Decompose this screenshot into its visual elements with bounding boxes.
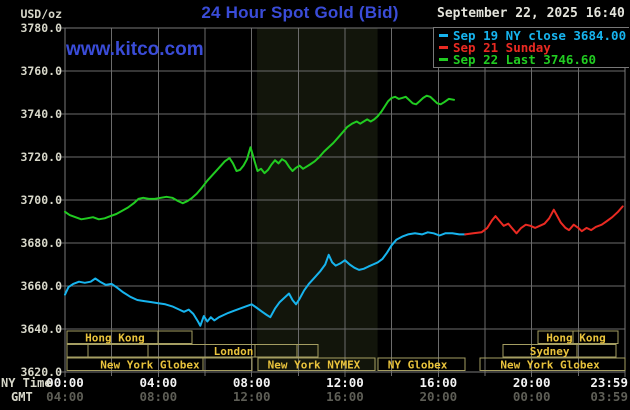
session-label-new-york-globex: New York Globex [100,359,200,372]
x-tick-label-gmt: 08:00 [140,389,178,404]
x-tick-label-gmt: 00:00 [513,389,551,404]
x-tick-label-ny: 04:00 [140,375,178,390]
legend-dash-icon [439,33,448,37]
x-tick-label-ny: 12:00 [326,375,364,390]
session-box [537,330,619,344]
y-tick-label: 3780.0 [20,21,62,35]
y-tick-label: 3760.0 [20,64,62,78]
y-tick-label: 3740.0 [20,107,62,121]
y-tick-label: 3700.0 [20,193,62,207]
y-tick-label: 3680.0 [20,236,62,250]
legend-dash-icon [439,45,448,49]
session-box [66,330,193,344]
legend-item-sep22: Sep 22 Last 3746.60 [439,52,629,68]
session-label-sydney: Sydney [530,345,570,358]
price-line-sep19 [64,231,467,327]
price-line-sep22 [64,94,455,221]
session-box [257,357,376,371]
x-tick-label-ny: 16:00 [420,375,458,390]
session-box [377,357,466,371]
session-label-new-york-globex: New York Globex [500,359,600,372]
session-label-new-york-nymex: New York NYMEX [268,359,361,372]
legend-item-label: Sep 21 Sunday [453,39,551,55]
y-tick-label: 3720.0 [20,150,62,164]
y-tick-label: 3660.0 [20,279,62,293]
x-tick-label-gmt: 12:00 [233,389,271,404]
x-tick-label-ny: 23:59 [590,375,628,390]
session-label-ny-globex: NY Globex [388,359,448,372]
y-tick-label: 3620.0 [20,365,62,379]
session-box [502,344,617,358]
kitco-watermark-link[interactable]: www.kitco.com [66,39,204,60]
price-line-sep21 [464,205,624,236]
x-tick-label-gmt: 16:00 [326,389,364,404]
legend-item-label: Sep 19 NY close 3684.00 [453,27,627,43]
chart-legend: Sep 19 NY close 3684.00 Sep 21 Sunday Se… [433,27,629,68]
session-box [479,357,626,371]
session-label-hong-kong: Hong Kong [546,332,606,345]
chart-title: 24 Hour Spot Gold (Bid) [201,3,399,22]
legend-item-label: Sep 22 Last 3746.60 [453,52,596,68]
x-tick-label-gmt: 20:00 [420,389,458,404]
legend-item-sep19: Sep 19 NY close 3684.00 [439,27,629,43]
chart-datetime: September 22, 2025 16:40 [437,6,625,21]
y-axis-units-label: USD/oz [20,7,62,21]
x-tick-label-gmt: 03:59 [590,389,628,404]
session-box [66,357,253,371]
legend-dash-icon [439,58,448,62]
x-axis-ny-time-label: NY Time [1,376,52,390]
y-tick-label: 3640.0 [20,322,62,336]
session-label-hong-kong: Hong Kong [85,332,145,345]
x-tick-label-gmt: 04:00 [46,389,84,404]
session-box [66,344,319,358]
x-axis-gmt-label: GMT [11,390,33,404]
x-tick-label-ny: 00:00 [46,375,84,390]
legend-item-sep21: Sep 21 Sunday [439,39,629,55]
x-tick-label-ny: 20:00 [513,375,551,390]
x-tick-label-ny: 08:00 [233,375,271,390]
session-label-london: London [214,345,254,358]
